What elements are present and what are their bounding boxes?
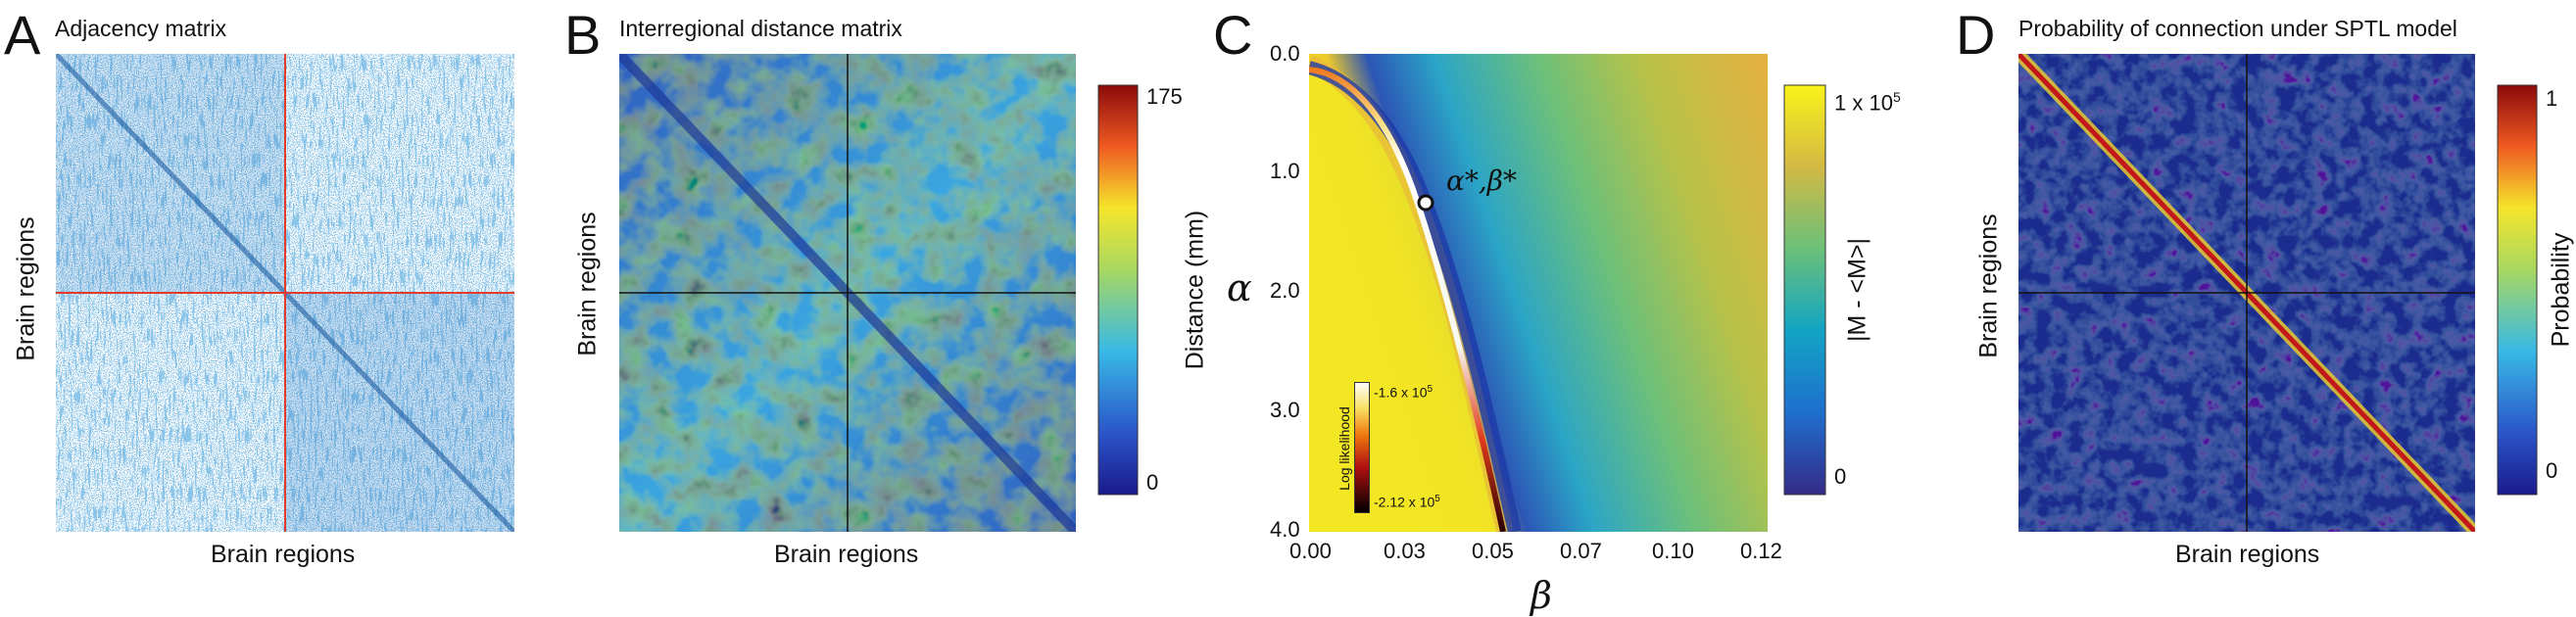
log-likelihood-inset-colorbar	[1354, 382, 1370, 513]
panel-c-cb-label: |M - <M>|	[1843, 237, 1871, 343]
panel-a-xlabel: Brain regions	[211, 541, 356, 568]
c-ytick-0: 0.0	[1270, 41, 1300, 66]
panel-d-letter: D	[1956, 4, 1996, 66]
c-ytick-3: 3.0	[1270, 398, 1300, 422]
panel-c-cb-min: 0	[1834, 464, 1847, 489]
panel-d-ylabel: Brain regions	[1974, 214, 2003, 358]
panel-b-cb-min: 0	[1146, 470, 1159, 495]
adjacency-matrix	[56, 54, 514, 532]
distance-matrix	[619, 54, 1076, 532]
panel-c-cb-max-text: 1 x 10	[1834, 90, 1893, 116]
panel-c-cb-max: 1 x 105	[1834, 90, 1901, 114]
c-ytick-4: 4.0	[1270, 517, 1300, 542]
panel-b-letter: B	[564, 4, 602, 66]
panel-c-colorbar	[1783, 84, 1826, 496]
panel-b-title: Interregional distance matrix	[619, 16, 902, 41]
panel-d-cb-max: 1	[2546, 86, 2558, 111]
c-xtick-3: 0.07	[1560, 539, 1602, 563]
log-likelihood-curve	[1309, 67, 1506, 532]
panel-d-xlabel: Brain regions	[2175, 541, 2320, 568]
inset-cb-min: -2.12 x 105	[1374, 494, 1440, 510]
inset-cb-max-exp: 5	[1427, 384, 1434, 395]
inset-cb-min-text: -2.12 x 10	[1374, 494, 1435, 510]
c-xtick-2: 0.05	[1472, 539, 1514, 563]
panel-a-title: Adjacency matrix	[55, 16, 227, 41]
panel-d-colorbar	[2497, 84, 2538, 496]
panel-b-ylabel: Brain regions	[573, 212, 602, 356]
panel-b-xlabel: Brain regions	[774, 541, 919, 568]
panel-c-letter: C	[1213, 4, 1253, 66]
panel-b-cb-max: 175	[1146, 84, 1183, 109]
panel-c-xlabel: β	[1531, 574, 1552, 617]
optimum-annotation: α*,β*	[1446, 165, 1517, 197]
panel-c-ylabel: α	[1227, 266, 1252, 309]
panel-b-cb-label: Distance (mm)	[1181, 210, 1209, 370]
probability-matrix	[2018, 54, 2475, 532]
panel-a-ylabel: Brain regions	[12, 216, 40, 361]
optimum-marker	[1417, 194, 1434, 212]
panel-c-cb-max-exp: 5	[1892, 89, 1901, 105]
panel-d-title: Probability of connection under SPTL mod…	[2018, 16, 2457, 41]
inset-cb-min-exp: 5	[1434, 494, 1440, 504]
panel-a-letter: A	[4, 4, 41, 66]
c-xtick-5: 0.12	[1740, 539, 1782, 563]
c-ytick-2: 2.0	[1270, 278, 1300, 303]
inset-cb-label: Log likelihood	[1337, 406, 1352, 491]
parameter-sweep-heatmap	[1309, 54, 1768, 532]
c-xtick-1: 0.03	[1384, 539, 1426, 563]
inset-cb-max-text: -1.6 x 10	[1374, 384, 1428, 401]
panel-b-colorbar	[1097, 84, 1139, 496]
inset-cb-max: -1.6 x 105	[1374, 384, 1433, 401]
c-xtick-4: 0.10	[1652, 539, 1694, 563]
panel-d-cb-label: Probability	[2547, 232, 2575, 348]
c-xtick-0: 0.00	[1289, 539, 1332, 563]
c-ytick-1: 1.0	[1270, 159, 1300, 183]
panel-d-cb-min: 0	[2546, 458, 2558, 483]
